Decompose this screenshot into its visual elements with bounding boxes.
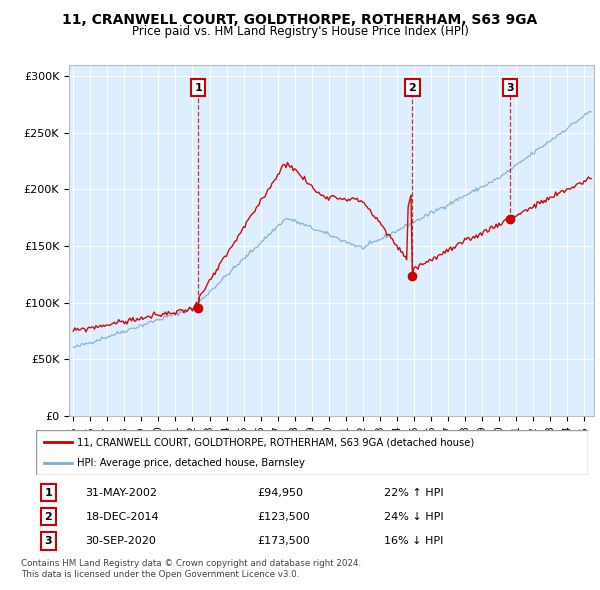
Text: 22% ↑ HPI: 22% ↑ HPI: [384, 488, 443, 498]
Text: 11, CRANWELL COURT, GOLDTHORPE, ROTHERHAM, S63 9GA: 11, CRANWELL COURT, GOLDTHORPE, ROTHERHA…: [62, 13, 538, 27]
Text: 2: 2: [409, 83, 416, 93]
Text: £173,500: £173,500: [257, 536, 310, 546]
Text: 11, CRANWELL COURT, GOLDTHORPE, ROTHERHAM, S63 9GA (detached house): 11, CRANWELL COURT, GOLDTHORPE, ROTHERHA…: [77, 437, 475, 447]
Text: Price paid vs. HM Land Registry's House Price Index (HPI): Price paid vs. HM Land Registry's House …: [131, 25, 469, 38]
Text: 24% ↓ HPI: 24% ↓ HPI: [384, 512, 443, 522]
Text: £123,500: £123,500: [257, 512, 310, 522]
Text: 3: 3: [44, 536, 52, 546]
Text: 1: 1: [44, 488, 52, 498]
Text: Contains HM Land Registry data © Crown copyright and database right 2024.
This d: Contains HM Land Registry data © Crown c…: [21, 559, 361, 579]
Text: 31-MAY-2002: 31-MAY-2002: [86, 488, 158, 498]
Text: 16% ↓ HPI: 16% ↓ HPI: [384, 536, 443, 546]
Text: 2: 2: [44, 512, 52, 522]
Text: 18-DEC-2014: 18-DEC-2014: [86, 512, 160, 522]
Text: 1: 1: [194, 83, 202, 93]
Text: HPI: Average price, detached house, Barnsley: HPI: Average price, detached house, Barn…: [77, 458, 305, 468]
Text: £94,950: £94,950: [257, 488, 303, 498]
Text: 3: 3: [506, 83, 514, 93]
Text: 30-SEP-2020: 30-SEP-2020: [86, 536, 157, 546]
FancyBboxPatch shape: [36, 430, 588, 475]
